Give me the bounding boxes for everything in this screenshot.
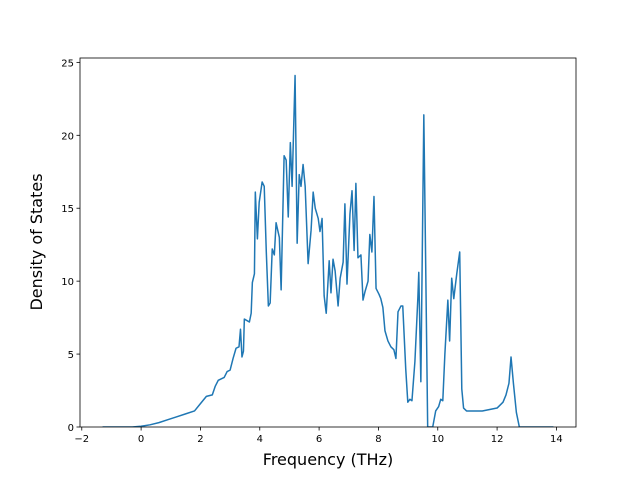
x-tick-label: 6	[316, 434, 322, 445]
y-axis-label: Density of States	[27, 173, 46, 310]
x-tick-label: 14	[550, 434, 563, 445]
x-axis-label: Frequency (THz)	[263, 450, 393, 469]
data-line	[102, 74, 554, 427]
y-tick-label: 5	[68, 350, 74, 361]
x-tick-label: 10	[431, 434, 444, 445]
x-tick-label: 0	[138, 434, 144, 445]
y-tick-label: 15	[61, 204, 74, 215]
x-tick-label: 8	[375, 434, 381, 445]
y-tick-label: 10	[61, 277, 74, 288]
axes-frame	[79, 57, 577, 428]
x-tick-label: 12	[491, 434, 504, 445]
y-tick-label: 25	[61, 58, 74, 69]
x-tick-label: 2	[197, 434, 203, 445]
y-tick-label: 0	[68, 423, 74, 434]
x-tick-label: 4	[257, 434, 263, 445]
y-tick-label: 20	[61, 131, 74, 142]
x-tick-label: −2	[74, 434, 89, 445]
